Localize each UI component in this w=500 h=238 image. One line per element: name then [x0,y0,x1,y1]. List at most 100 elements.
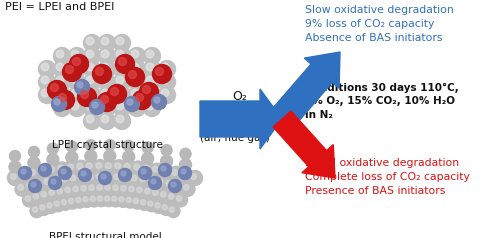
Circle shape [188,170,202,185]
Circle shape [41,63,49,71]
Circle shape [124,96,140,111]
Circle shape [112,185,118,191]
Circle shape [54,60,70,78]
Circle shape [48,143,58,154]
Circle shape [86,50,94,58]
Circle shape [92,102,98,108]
Circle shape [156,68,164,75]
Circle shape [137,173,152,188]
Circle shape [71,102,79,110]
Circle shape [132,90,152,109]
Circle shape [98,86,116,104]
Circle shape [54,74,70,90]
Circle shape [144,188,150,194]
Circle shape [172,180,186,194]
Circle shape [146,50,154,58]
Circle shape [56,63,64,71]
Circle shape [77,163,83,169]
Circle shape [152,64,172,84]
Circle shape [101,89,109,97]
Circle shape [126,183,140,197]
Circle shape [160,155,172,167]
Circle shape [86,140,96,151]
Circle shape [141,169,146,174]
Circle shape [119,197,124,202]
Circle shape [74,160,89,175]
Circle shape [71,50,79,58]
Circle shape [116,55,134,74]
Circle shape [100,95,108,104]
Circle shape [84,171,99,185]
Circle shape [49,190,54,195]
Circle shape [170,207,174,212]
Circle shape [134,164,140,170]
Circle shape [96,163,102,169]
Circle shape [30,191,44,205]
Circle shape [161,89,169,97]
Circle shape [152,200,166,213]
Circle shape [56,50,64,58]
Circle shape [138,167,151,179]
Circle shape [17,168,32,183]
Circle shape [150,187,164,201]
Circle shape [58,165,64,171]
Circle shape [86,63,94,71]
Circle shape [86,102,94,110]
Circle shape [94,171,108,185]
Circle shape [21,169,26,174]
Circle shape [50,174,64,189]
Circle shape [152,190,158,195]
Circle shape [86,76,94,84]
Circle shape [126,197,132,203]
Circle shape [158,164,172,177]
Circle shape [32,207,38,212]
Circle shape [105,163,111,169]
Circle shape [48,177,62,189]
Circle shape [65,187,70,193]
Circle shape [128,99,146,116]
Circle shape [89,185,94,191]
Circle shape [160,192,166,197]
Circle shape [84,74,100,90]
Circle shape [101,102,109,110]
Circle shape [128,70,136,79]
Circle shape [123,140,134,151]
Circle shape [146,63,154,71]
Text: Complete loss of CO₂ capacity: Complete loss of CO₂ capacity [305,172,470,182]
Circle shape [68,198,73,203]
Circle shape [47,154,59,166]
Text: BPEI structural model: BPEI structural model [48,232,162,238]
Circle shape [138,197,151,210]
Circle shape [86,37,94,45]
Circle shape [127,99,133,105]
Circle shape [84,35,100,51]
Circle shape [101,50,109,58]
Circle shape [116,76,124,84]
Circle shape [131,63,139,71]
Circle shape [184,185,189,190]
Circle shape [81,171,86,176]
Circle shape [90,196,96,201]
Circle shape [181,171,187,177]
Circle shape [70,183,84,197]
Circle shape [166,191,179,205]
Circle shape [111,171,126,185]
Circle shape [58,94,66,101]
Circle shape [161,166,166,171]
Circle shape [143,165,149,171]
Circle shape [78,88,96,106]
Circle shape [62,63,82,81]
Text: Conditions 30 days 110°C,: Conditions 30 days 110°C, [305,83,459,93]
Circle shape [88,174,94,180]
Circle shape [96,68,104,75]
Circle shape [36,180,41,186]
Circle shape [80,194,94,207]
Circle shape [56,90,74,109]
Circle shape [56,102,64,110]
Circle shape [146,174,160,189]
Circle shape [78,183,92,197]
Circle shape [38,86,56,104]
Circle shape [38,74,56,90]
Circle shape [56,76,64,84]
Circle shape [54,201,60,206]
